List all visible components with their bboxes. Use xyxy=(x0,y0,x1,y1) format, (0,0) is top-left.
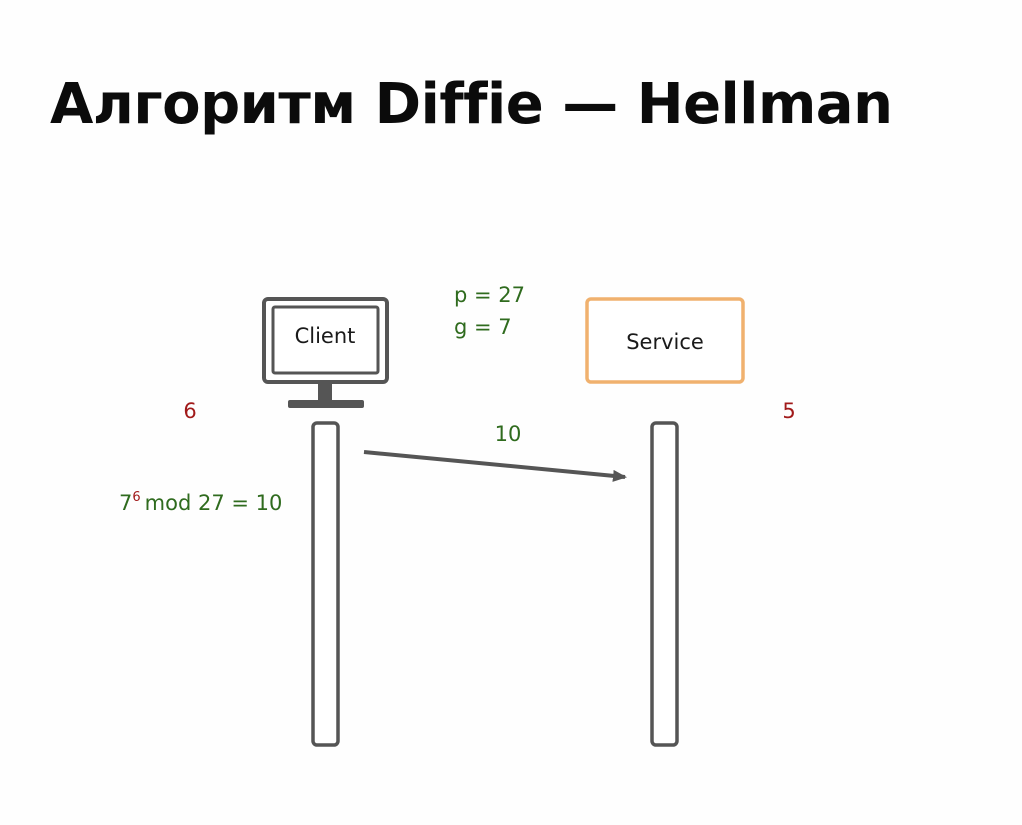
service-label: Service xyxy=(626,330,704,354)
client-secret: 6 xyxy=(183,399,196,423)
slide-title: Алгоритм Diffie — Hellman xyxy=(50,72,893,137)
service-lifeline xyxy=(650,421,679,747)
message-arrow xyxy=(363,450,627,482)
client-lifeline xyxy=(311,421,340,747)
client-computation: 76 mod 27 = 10 xyxy=(119,490,282,515)
computation-rest: mod 27 = 10 xyxy=(145,491,283,515)
service-box xyxy=(585,297,745,384)
message-value: 10 xyxy=(495,422,522,446)
client-monitor-icon xyxy=(262,297,389,408)
computation-base: 7 xyxy=(119,491,132,515)
service-secret: 5 xyxy=(782,399,795,423)
computation-exponent: 6 xyxy=(132,490,140,505)
param-p: p = 27 xyxy=(454,283,525,307)
client-label: Client xyxy=(295,324,356,348)
param-g: g = 7 xyxy=(454,315,512,339)
